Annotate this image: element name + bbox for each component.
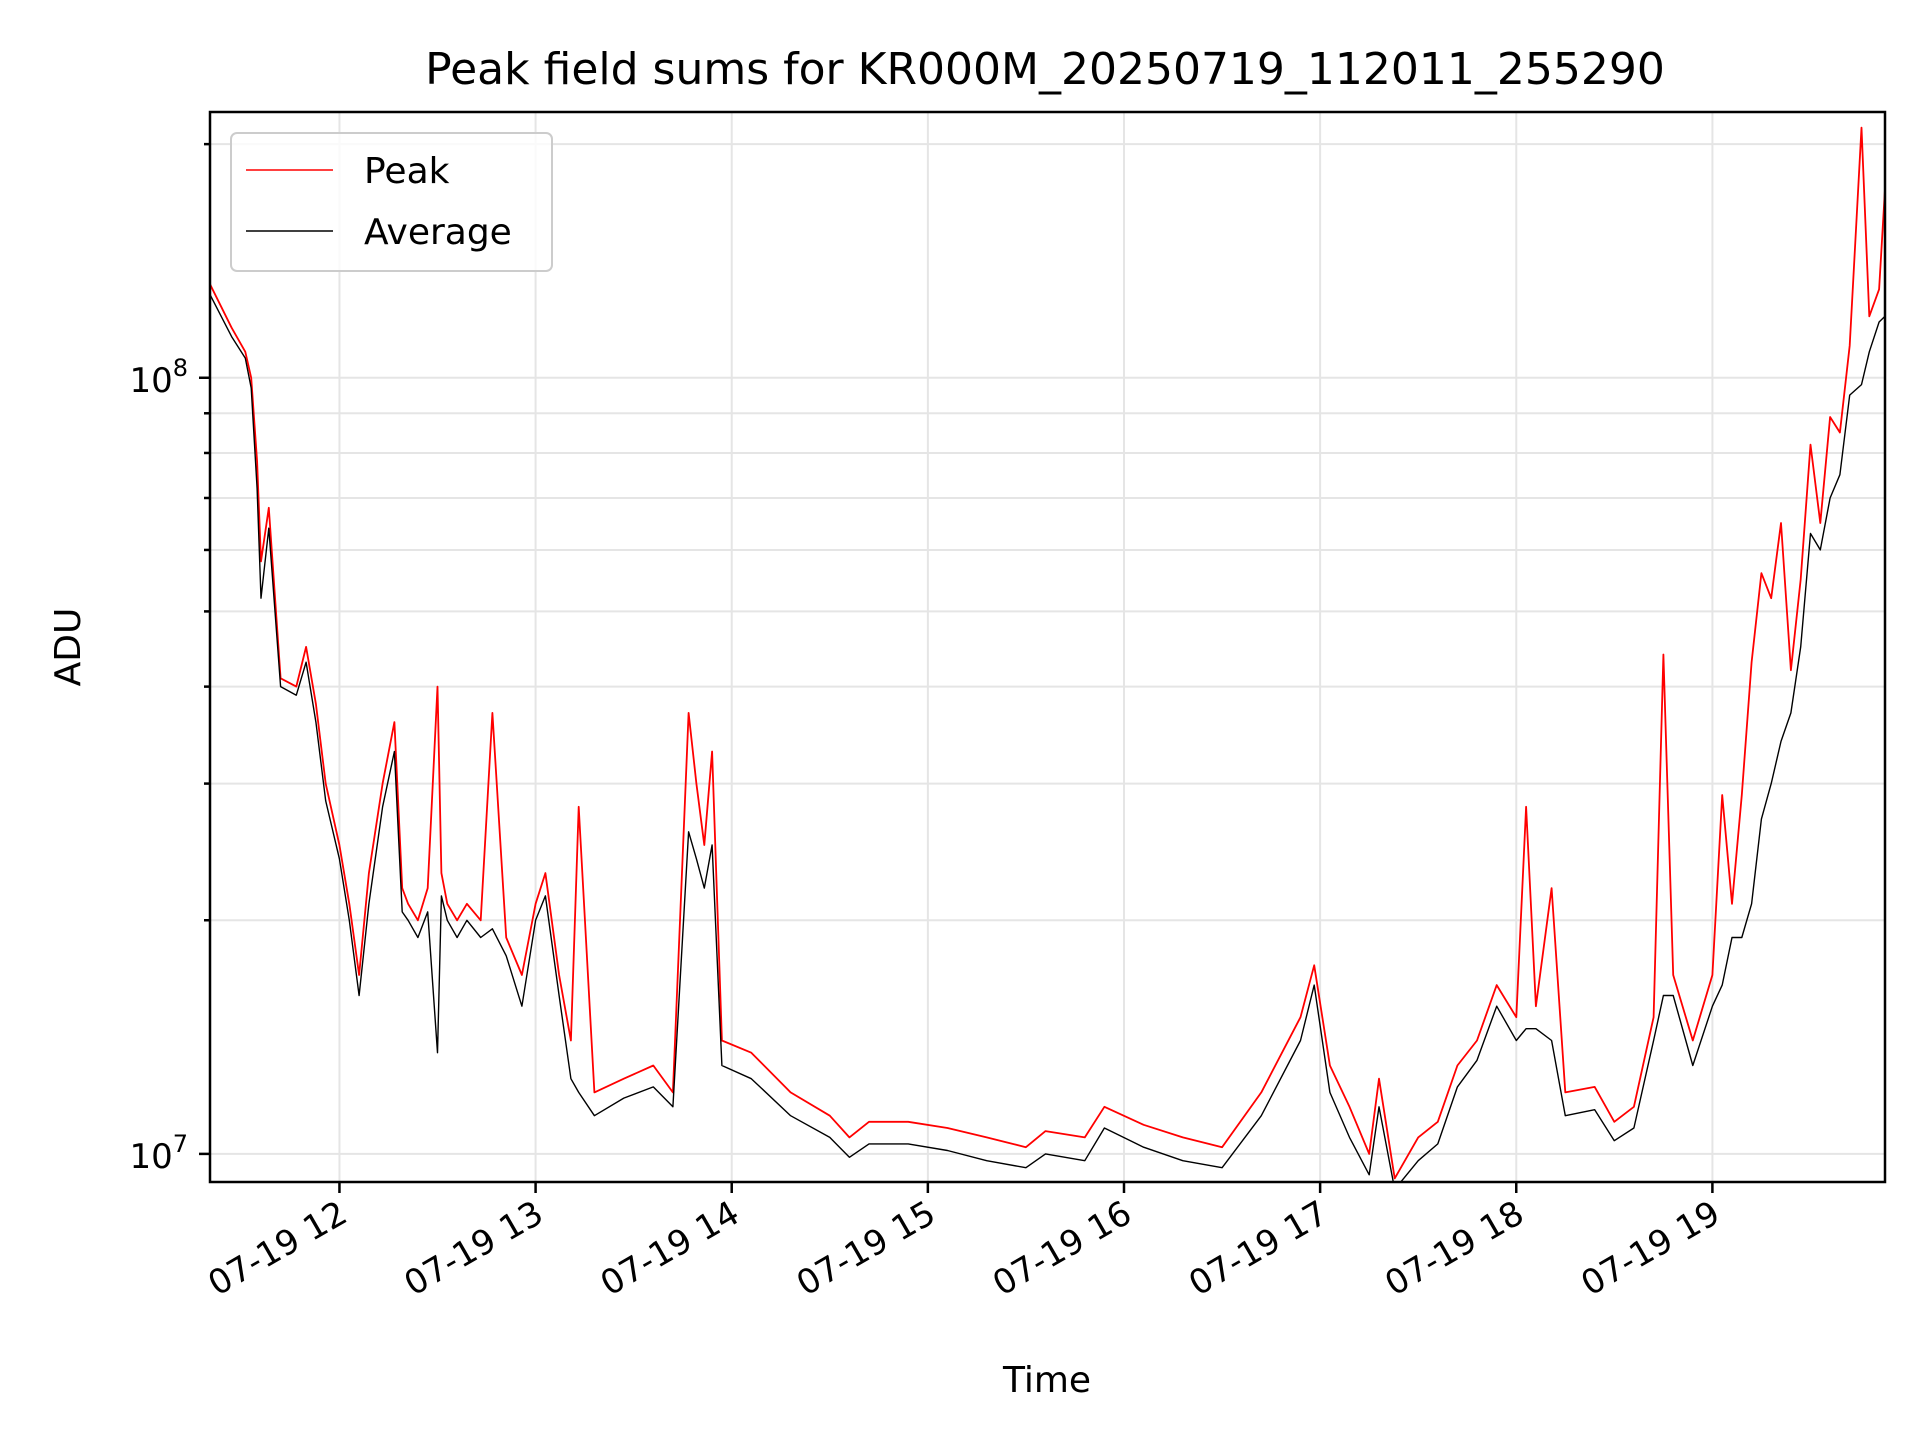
series-line-peak [210, 126, 1885, 1180]
legend-box [230, 132, 553, 272]
y-tick-label: 108 [129, 354, 188, 401]
y-tick-label: 107 [129, 1130, 188, 1177]
x-axis-label: Time [1002, 1360, 1091, 1401]
axes-frame [208, 110, 1887, 1184]
y-axis-label: ADU [48, 608, 89, 687]
chart-title: Peak field sums for KR000M_20250719_1120… [425, 44, 1665, 95]
series-line-average [210, 294, 1885, 1182]
legend-label-peak: Peak [364, 151, 450, 192]
legend-label-average: Average [364, 212, 512, 253]
legend: Peak Average [230, 132, 553, 272]
